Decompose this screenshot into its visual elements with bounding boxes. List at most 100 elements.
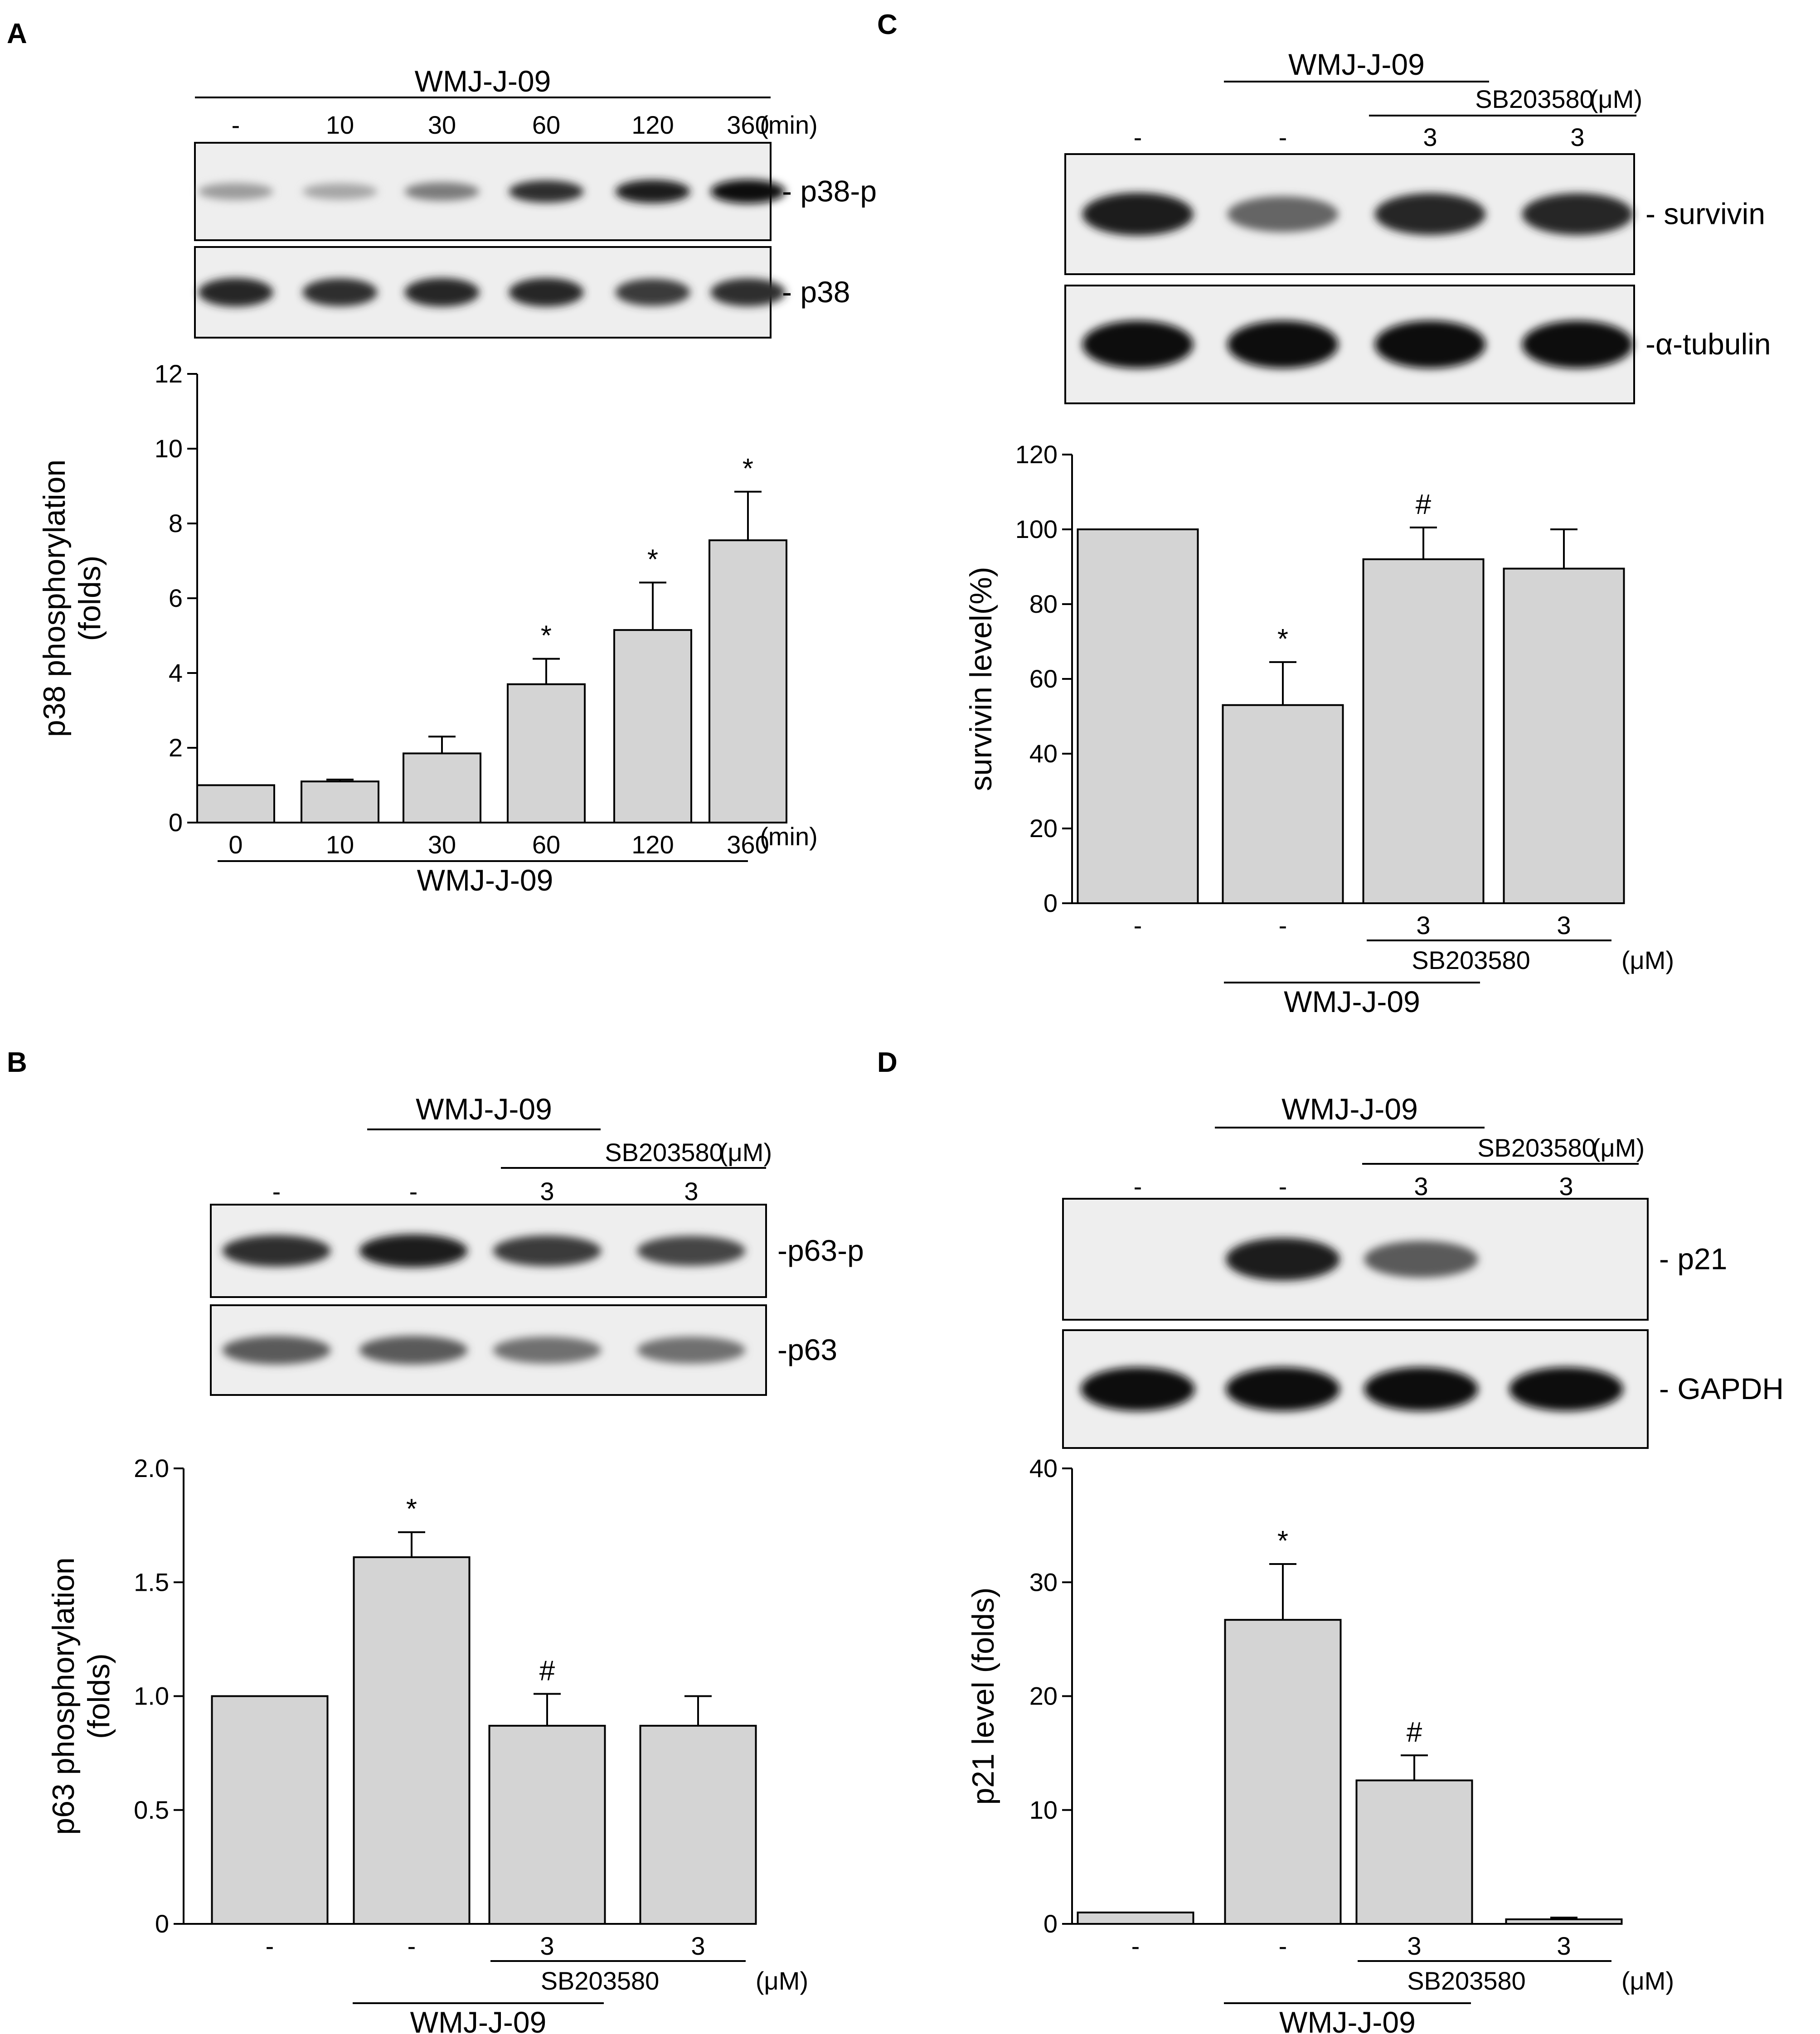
- bar: [488, 1724, 606, 1925]
- blot-band: [302, 183, 378, 200]
- blot-sub-label: SB203580: [605, 1138, 723, 1167]
- x-category-label: 3: [1557, 1932, 1571, 1960]
- blot-band: [1509, 1367, 1623, 1411]
- significance-marker: *: [406, 1494, 417, 1525]
- x-category-label: 3: [1416, 911, 1430, 940]
- x-category-label: -: [1134, 911, 1142, 940]
- bar: [403, 752, 481, 823]
- panel-c: WMJ-J-09 SB203580(μM) - - 3 3 - survivin -α-tub…: [964, 48, 1771, 1018]
- bar: [1077, 528, 1199, 904]
- blot-band: [1226, 1367, 1340, 1411]
- x-category-label: -: [1279, 911, 1287, 940]
- blot-d: WMJ-J-09 SB203580(μM) - - 3 3 - p21 - GAPDH: [1062, 1092, 1784, 1449]
- bar: [1224, 1619, 1342, 1925]
- x-category-label: 3: [540, 1932, 554, 1960]
- y-axis-label-line: (folds): [82, 1653, 116, 1739]
- blot-band-label: - p21: [1659, 1242, 1727, 1276]
- blot-lane-label: 3: [1414, 1172, 1428, 1201]
- blot-group-label: WMJ-J-09: [1281, 1092, 1418, 1126]
- blot-band: [1374, 193, 1486, 235]
- blot-band: [222, 1336, 331, 1365]
- y-tick-label: 0: [1043, 1909, 1058, 1938]
- blot-band: [1082, 320, 1194, 368]
- x-group-label: WMJ-J-09: [417, 863, 553, 897]
- blot-band-label: - p38: [782, 275, 850, 309]
- blot-band: [1082, 193, 1194, 236]
- y-axis-label: survivin level(%): [964, 567, 998, 791]
- blot-sub-label: SB203580: [1475, 85, 1594, 113]
- bar: [353, 1556, 471, 1925]
- significance-marker: *: [1277, 624, 1288, 655]
- x-category-label: 120: [631, 830, 674, 859]
- significance-marker: *: [1277, 1526, 1288, 1557]
- blot-band-label: -α-tubulin: [1645, 327, 1771, 361]
- panel-letter-a: A: [7, 18, 27, 49]
- blot-a: WMJ-J-09 (min) - 10 30 60 120 360 - p38-p - p38: [194, 64, 877, 339]
- x-category-label: -: [1279, 1932, 1287, 1960]
- y-tick-label: 1.5: [134, 1568, 169, 1596]
- blot-band: [1522, 193, 1633, 235]
- blot-band: [1081, 1367, 1195, 1411]
- blot-band: [615, 179, 690, 203]
- bar: [709, 539, 787, 823]
- blot-band: [198, 278, 273, 307]
- x-category-label: 30: [428, 830, 456, 859]
- x-group-label: WMJ-J-09: [1284, 985, 1420, 1018]
- bar: [507, 683, 586, 823]
- blot-band-label: - survivin: [1645, 197, 1765, 231]
- blot-lane-label: 60: [532, 111, 560, 139]
- bar-chart-b: 0 0.5 1.0 1.5 2.0 p63 phosphorylation (folds) *…: [46, 1454, 808, 2034]
- blot-lane-label: 120: [631, 111, 674, 139]
- blot-band: [1522, 320, 1633, 368]
- blot-lane-label: 3: [1570, 123, 1584, 151]
- blot-band-label: -p63: [777, 1333, 837, 1366]
- significance-marker: #: [1416, 489, 1432, 520]
- blot-band: [404, 278, 480, 307]
- x-category-label: -: [266, 1932, 274, 1960]
- x-unit-label: (μM): [756, 1966, 808, 1995]
- blot-group-label: WMJ-J-09: [415, 64, 551, 98]
- bar: [1503, 567, 1625, 904]
- blot-band: [1364, 1367, 1478, 1411]
- blot-band: [404, 182, 480, 201]
- y-tick-label: 40: [1029, 739, 1058, 768]
- blot-band-label: - GAPDH: [1659, 1372, 1784, 1405]
- blot-lane-label: 3: [684, 1177, 698, 1206]
- blot-unit-label: (min): [760, 111, 818, 139]
- blot-band: [509, 180, 584, 203]
- y-tick-label: 12: [155, 359, 183, 388]
- blot-lane-label: -: [232, 111, 240, 139]
- blot-band: [493, 1235, 602, 1266]
- blot-band: [198, 183, 273, 200]
- y-axis-label-line: survivin level(%): [964, 567, 998, 791]
- y-axis-label-line: p63 phosphorylation: [46, 1557, 81, 1835]
- blot-band-label: -p63-p: [777, 1234, 864, 1267]
- panel-a: WMJ-J-09(min)- 10 30 60 120 360- p38-p- p3802…: [37, 64, 877, 897]
- blot-lane-label: -: [1134, 123, 1142, 151]
- panel-letter-b: B: [7, 1047, 27, 1078]
- x-category-label: 3: [1407, 1932, 1421, 1960]
- y-tick-label: 10: [1029, 1796, 1058, 1824]
- x-category-label: 0: [228, 830, 243, 859]
- blot-band: [359, 1336, 468, 1365]
- blot-box: [1062, 1198, 1649, 1321]
- blot-band: [493, 1337, 602, 1364]
- x-category-label: 360: [727, 830, 769, 859]
- bar: [639, 1724, 757, 1925]
- y-axis-label: p21 level (folds): [966, 1587, 1000, 1805]
- bar-chart-a: 0 2 4 6 8 10 12 p38 phosphorylation (folds) * * * 0 1…: [37, 359, 818, 897]
- blot-group-label: WMJ-J-09: [416, 1092, 552, 1126]
- blot-unit-label: (μM): [1590, 85, 1642, 113]
- blot-sub-label: SB203580: [1477, 1133, 1596, 1162]
- y-tick-label: 20: [1029, 814, 1058, 843]
- bar: [1077, 1911, 1194, 1925]
- x-category-label: 3: [1557, 911, 1571, 940]
- blot-band: [1374, 320, 1486, 368]
- x-sub-label: SB203580: [541, 1966, 660, 1995]
- blot-band: [1227, 320, 1339, 368]
- y-tick-label: 1.0: [134, 1682, 169, 1710]
- bar: [211, 1695, 329, 1925]
- blot-band: [710, 179, 786, 203]
- y-axis-label-line: p38 phosphorylation: [37, 460, 72, 737]
